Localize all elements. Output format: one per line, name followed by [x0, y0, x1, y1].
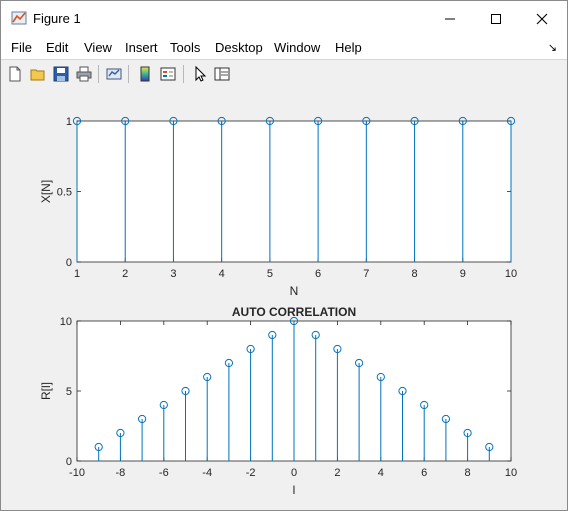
y-tick-label: 0 — [66, 257, 72, 269]
x-tick-label: -4 — [202, 467, 212, 479]
stem-marker — [121, 116, 130, 126]
x-tick-label: 6 — [421, 467, 427, 479]
stem-marker — [420, 400, 429, 410]
link-plot-icon[interactable] — [105, 65, 123, 83]
stem-marker — [94, 442, 103, 452]
open-file-icon[interactable] — [29, 65, 47, 83]
stem-marker — [224, 358, 233, 368]
stem-marker — [138, 414, 147, 424]
dock-arrow-icon[interactable]: ↘ — [547, 42, 557, 54]
window-title: Figure 1 — [33, 11, 81, 26]
y-tick-label: 1 — [66, 116, 72, 128]
stem-marker — [181, 386, 190, 396]
toolbar-separator — [128, 65, 129, 83]
stem-marker — [203, 372, 212, 382]
y-axis-label: R[l] — [39, 382, 53, 400]
stem-marker — [159, 400, 168, 410]
x-tick-label: -6 — [159, 467, 169, 479]
insert-legend-icon[interactable] — [159, 65, 177, 83]
maximize-icon — [491, 14, 501, 24]
x-tick-label: 7 — [363, 268, 369, 280]
menu-view[interactable]: View — [84, 40, 112, 55]
x-tick-label: -2 — [246, 467, 256, 479]
menu-edit[interactable]: Edit — [46, 40, 69, 55]
stem-marker — [217, 116, 226, 126]
stem-marker — [314, 116, 323, 126]
x-tick-label: -8 — [116, 467, 126, 479]
stem-marker — [410, 116, 419, 126]
x-tick-label: 1 — [74, 268, 80, 280]
matlab-figure-icon — [11, 11, 27, 25]
x-tick-label: 0 — [291, 467, 297, 479]
x-tick-label: 6 — [315, 268, 321, 280]
figure-toolbar — [1, 59, 567, 89]
minimize-button[interactable] — [427, 1, 473, 37]
menu-bar: File Edit View Insert Tools Desktop Wind… — [1, 37, 567, 59]
stem-marker — [355, 358, 364, 368]
chart-title: AUTO CORRELATION — [232, 305, 356, 319]
menu-file[interactable]: File — [11, 40, 32, 55]
stem-marker — [463, 428, 472, 438]
x-tick-label: 8 — [465, 467, 471, 479]
stem-marker — [289, 316, 299, 326]
x-tick-label: 10 — [505, 467, 517, 479]
x-tick-label: 2 — [122, 268, 128, 280]
edit-plot-icon[interactable] — [191, 65, 209, 83]
plot-canvas: 1 2 3 4 5 6 7 8 9 10 0 0.5 1 N X[N] -10 -8 -6 -4 -2 0 2 4 6 8 10 0… — [39, 116, 517, 497]
y-tick-label: 5 — [66, 386, 72, 398]
x-tick-label: 5 — [267, 268, 273, 280]
maximize-button[interactable] — [473, 1, 519, 37]
title-bar[interactable]: Figure 1 — [1, 1, 567, 37]
y-axis-label: X[N] — [39, 180, 53, 203]
toolbar-separator — [98, 65, 99, 83]
menu-desktop[interactable]: Desktop — [215, 40, 263, 55]
figure-canvas: 1 2 3 4 5 6 7 8 9 10 0 0.5 1 N X[N] -10 -8 -6 -4 -2 0 2 4 6 8 10 0… — [1, 88, 567, 510]
y-tick-label: 0 — [66, 456, 72, 468]
stem-marker — [506, 116, 516, 126]
stem-marker — [458, 116, 467, 126]
close-icon — [536, 13, 548, 25]
stem-marker — [246, 344, 255, 354]
y-tick-label: 10 — [60, 316, 72, 328]
stem-marker — [441, 414, 450, 424]
x-axis-label: N — [290, 284, 299, 298]
x-tick-label: 2 — [334, 467, 340, 479]
property-editor-icon[interactable] — [213, 65, 231, 83]
x-tick-label: -10 — [69, 467, 85, 479]
x-tick-label: 8 — [411, 268, 417, 280]
new-figure-icon[interactable] — [6, 65, 24, 83]
menu-insert[interactable]: Insert — [125, 40, 158, 55]
stem-marker — [376, 372, 385, 382]
print-icon[interactable] — [75, 65, 93, 83]
menu-window[interactable]: Window — [274, 40, 321, 55]
minimize-icon — [445, 18, 455, 20]
stem-marker — [169, 116, 178, 126]
toolbar-separator — [183, 65, 184, 83]
close-button[interactable] — [519, 1, 565, 37]
stem-marker — [72, 116, 82, 126]
stem-marker — [398, 386, 407, 396]
stem-marker — [362, 116, 371, 126]
x-tick-label: 3 — [170, 268, 176, 280]
x-tick-label: 4 — [219, 268, 225, 280]
axes-1-box — [76, 120, 512, 263]
x-axis-label: l — [293, 483, 296, 497]
menu-help[interactable]: Help — [335, 40, 362, 55]
stem-marker — [265, 116, 274, 126]
insert-colorbar-icon[interactable] — [136, 65, 154, 83]
x-tick-label: 10 — [505, 268, 517, 280]
x-tick-label: 4 — [378, 467, 384, 479]
stem-marker — [485, 442, 494, 452]
x-tick-label: 9 — [460, 268, 466, 280]
stem-marker — [311, 330, 320, 340]
menu-tools[interactable]: Tools — [170, 40, 201, 55]
stem-marker — [116, 428, 125, 438]
y-tick-label: 0.5 — [57, 187, 72, 199]
stem-marker — [333, 344, 342, 354]
save-icon[interactable] — [52, 65, 70, 83]
stem-marker — [268, 330, 277, 340]
